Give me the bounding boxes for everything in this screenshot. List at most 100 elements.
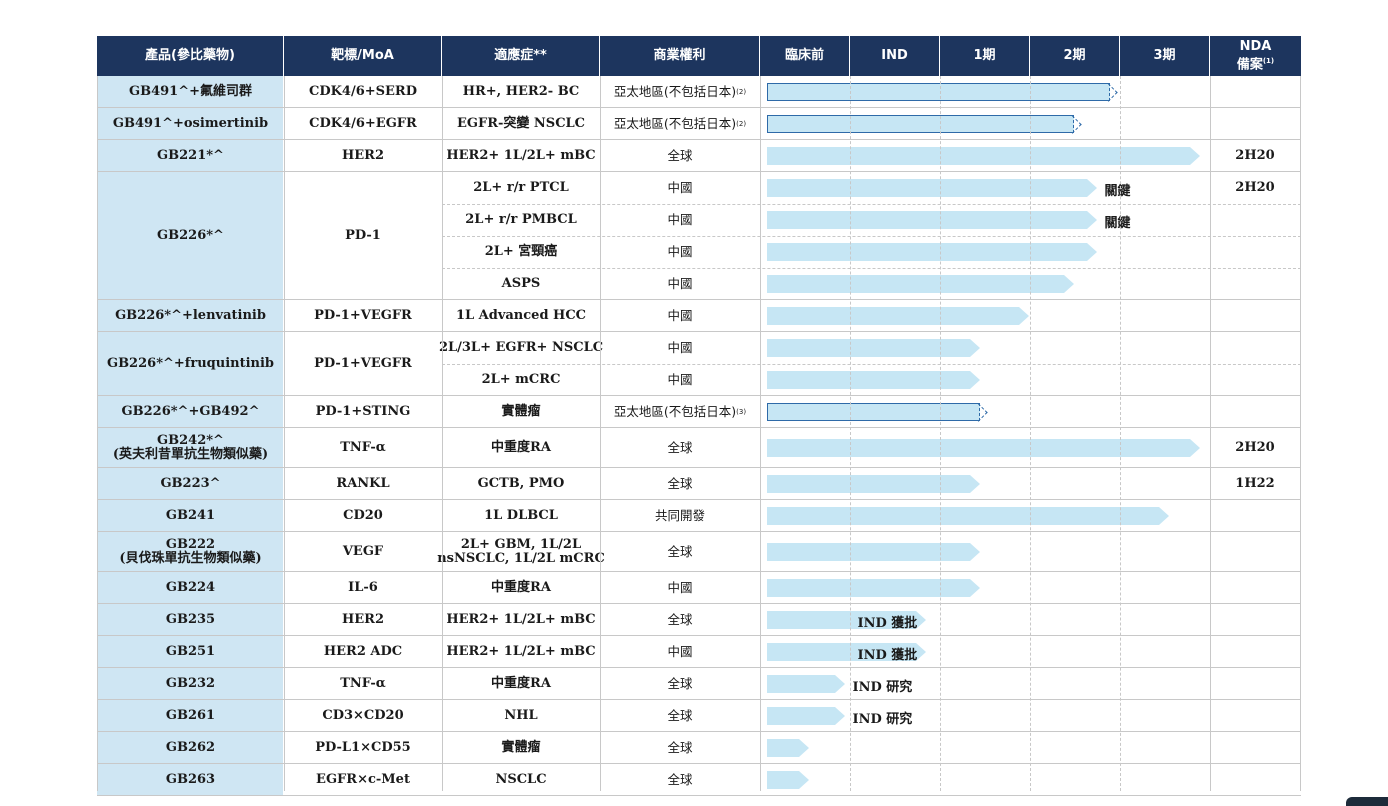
progress-bar bbox=[767, 739, 809, 757]
column-divider bbox=[600, 76, 601, 791]
indication-text: GCTB, PMO bbox=[477, 476, 565, 491]
product-cell-bg bbox=[97, 700, 283, 731]
indication-text: HR+, HER2- BC bbox=[462, 84, 580, 99]
progress-bar-arrow bbox=[1190, 147, 1200, 165]
progress-bar bbox=[767, 579, 980, 597]
progress-bar bbox=[767, 83, 1118, 102]
indication-text: NSCLC bbox=[495, 772, 547, 787]
target-cell: VEGF bbox=[342, 544, 384, 559]
indication-cell: 中重度RA bbox=[442, 572, 600, 604]
product-name-text: GB242*^ bbox=[157, 433, 224, 448]
indication-text: HER2+ 1L/2L+ mBC bbox=[446, 612, 596, 627]
stage-divider bbox=[850, 76, 851, 791]
progress-bar-arrow bbox=[1086, 211, 1097, 229]
stage-note: 關鍵 bbox=[1104, 184, 1131, 199]
target-cell: PD-1+VEGFR bbox=[314, 356, 412, 371]
rights-cell: 全球 bbox=[600, 468, 760, 500]
indication-text: 2L+ r/r PMBCL bbox=[465, 212, 577, 227]
product-name: GB263 bbox=[97, 764, 284, 796]
progress-bar-arrow bbox=[969, 543, 980, 561]
product-name: GB226*^+fruquintinib bbox=[97, 332, 284, 396]
target-cell: HER2 bbox=[341, 148, 385, 163]
rights-cell: 中國 bbox=[600, 268, 760, 300]
rights-text: 亞太地區(不包括日本) bbox=[613, 404, 737, 419]
row-divider bbox=[442, 364, 1301, 365]
progress-bar bbox=[767, 211, 1097, 229]
stage-note: 關鍵 bbox=[1104, 216, 1131, 231]
indication-cell: HER2+ 1L/2L+ mBC bbox=[442, 636, 600, 668]
rights-text: 全球 bbox=[667, 740, 693, 755]
rights-footnote: (2) bbox=[736, 120, 747, 128]
column-divider bbox=[1300, 76, 1301, 791]
product-divider bbox=[97, 467, 1301, 468]
progress-bar-arrow bbox=[969, 371, 980, 389]
product-divider bbox=[97, 107, 1301, 108]
indication-cell: 2L+ r/r PMBCL bbox=[442, 204, 600, 236]
product-name-text: GB261 bbox=[165, 708, 216, 723]
rights-cell: 全球 bbox=[600, 732, 760, 764]
progress-bar-arrow bbox=[915, 611, 926, 629]
nda-date: 2H20 bbox=[1235, 148, 1275, 163]
product-cell-bg bbox=[97, 636, 283, 667]
rights-cell: 中國 bbox=[600, 332, 760, 364]
target-cell: CDK4/6+SERD bbox=[308, 84, 418, 99]
product-cell-bg bbox=[97, 300, 283, 331]
stage-note: IND 研究 bbox=[852, 712, 913, 727]
product-divider bbox=[97, 427, 1301, 428]
rights-cell: 中國 bbox=[600, 364, 760, 396]
product-name-text: GB224 bbox=[165, 580, 216, 595]
target-cell: IL-6 bbox=[348, 580, 378, 595]
column-divider bbox=[97, 76, 98, 791]
rights-cell: 全球 bbox=[600, 428, 760, 468]
rights-text: 共同開發 bbox=[654, 508, 705, 523]
progress-bar-arrow bbox=[1086, 243, 1097, 261]
header-phase3: 3期 bbox=[1120, 36, 1210, 76]
indication-cell: GCTB, PMO bbox=[442, 468, 600, 500]
progress-bar bbox=[767, 507, 1169, 525]
rights-text: 中國 bbox=[667, 212, 693, 227]
product-name-text: GB263 bbox=[165, 772, 216, 787]
indication-text: 中重度RA bbox=[491, 580, 551, 595]
progress-bar bbox=[767, 339, 980, 357]
target-cell: PD-1 bbox=[345, 228, 381, 243]
product-name: GB262 bbox=[97, 732, 284, 764]
product-name: GB235 bbox=[97, 604, 284, 636]
rights-cell: 亞太地區(不包括日本) (2) bbox=[600, 108, 760, 140]
product-cell-bg bbox=[97, 140, 283, 171]
rights-text: 中國 bbox=[667, 340, 693, 355]
row-divider bbox=[442, 204, 1301, 205]
progress-bar bbox=[767, 275, 1074, 293]
progress-bar-arrow bbox=[798, 739, 809, 757]
progress-bar bbox=[767, 771, 809, 789]
indication-text: NHL bbox=[504, 708, 538, 723]
progress-bar-arrow bbox=[1099, 83, 1118, 102]
progress-bar-arrow bbox=[1063, 115, 1082, 134]
rights-cell: 亞太地區(不包括日本) (2) bbox=[600, 76, 760, 108]
rights-cell: 中國 bbox=[600, 236, 760, 268]
header-target: 靶標/MoA bbox=[284, 36, 442, 76]
indication-cell: NHL bbox=[442, 700, 600, 732]
product-divider bbox=[97, 667, 1301, 668]
target-cell: TNF-α bbox=[340, 676, 386, 691]
stage-note: IND 研究 bbox=[852, 680, 913, 695]
indication-text-line2: nsNSCLC, 1L/2L mCRC bbox=[437, 551, 605, 566]
product-name-text: GB222 bbox=[165, 537, 216, 552]
product-name: GB224 bbox=[97, 572, 284, 604]
rights-cell: 全球 bbox=[600, 700, 760, 732]
progress-bar bbox=[767, 707, 845, 725]
indication-cell: 中重度RA bbox=[442, 668, 600, 700]
product-divider bbox=[97, 699, 1301, 700]
indication-cell: HER2+ 1L/2L+ mBC bbox=[442, 140, 600, 172]
product-divider bbox=[97, 571, 1301, 572]
product-cell-bg bbox=[97, 532, 283, 571]
product-name: GB223^ bbox=[97, 468, 284, 500]
header-phase2: 2期 bbox=[1030, 36, 1120, 76]
indication-text: 1L Advanced HCC bbox=[455, 308, 587, 323]
indication-text: EGFR-突變 NSCLC bbox=[456, 116, 586, 131]
product-name-text: GB232 bbox=[165, 676, 216, 691]
rights-cell: 全球 bbox=[600, 532, 760, 572]
row-divider bbox=[442, 268, 1301, 269]
product-cell-bg bbox=[97, 668, 283, 699]
progress-bar-arrow bbox=[834, 675, 845, 693]
nda-date: 2H20 bbox=[1235, 440, 1275, 455]
